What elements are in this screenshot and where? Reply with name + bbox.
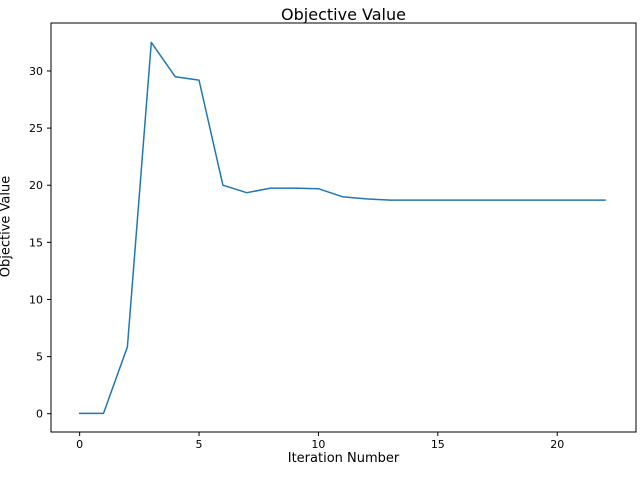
y-tick-label: 15 [29, 236, 43, 249]
y-tick-label: 30 [29, 65, 43, 78]
x-tick-label: 15 [431, 438, 445, 451]
x-tick-label: 5 [196, 438, 203, 451]
y-axis-label: Objective Value [0, 175, 14, 278]
y-tick-label: 25 [29, 122, 43, 135]
plot-frame [50, 22, 637, 433]
x-tick-label: 20 [550, 438, 564, 451]
y-tick-label: 20 [29, 179, 43, 192]
x-axis-label: Iteration Number [287, 451, 400, 466]
x-tick-label: 0 [76, 438, 83, 451]
series-line-objective-value [78, 41, 606, 415]
chart-title: Objective Value [281, 5, 406, 24]
y-tick-label: 0 [36, 408, 43, 421]
x-tick-label: 10 [311, 438, 325, 451]
y-tick-label: 10 [29, 293, 43, 306]
y-tick-label: 5 [36, 351, 43, 364]
